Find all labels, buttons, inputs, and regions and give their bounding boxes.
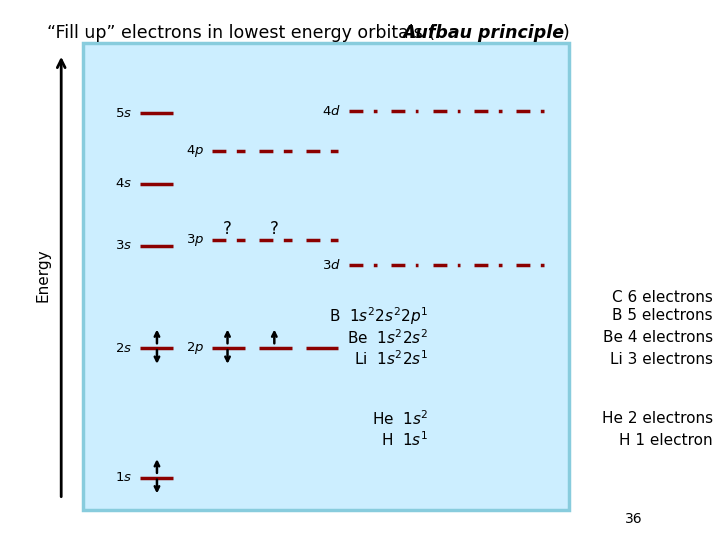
- Text: Energy: Energy: [36, 248, 50, 302]
- Text: $4s$: $4s$: [114, 177, 132, 190]
- Text: $3d$: $3d$: [322, 258, 341, 272]
- Text: $3s$: $3s$: [114, 239, 132, 252]
- Text: He  $1s^2$: He $1s^2$: [372, 409, 428, 428]
- Text: Be 4 electrons: Be 4 electrons: [603, 330, 713, 345]
- Text: H  $1s^1$: H $1s^1$: [381, 431, 428, 449]
- Text: C 6 electrons: C 6 electrons: [612, 289, 713, 305]
- Text: Be  $1s^22s^2$: Be $1s^22s^2$: [347, 328, 428, 347]
- Text: $2p$: $2p$: [186, 340, 204, 356]
- Text: He 2 electrons: He 2 electrons: [602, 411, 713, 426]
- Text: $4p$: $4p$: [186, 143, 204, 159]
- Text: Li 3 electrons: Li 3 electrons: [610, 352, 713, 367]
- Text: “Fill up” electrons in lowest energy orbitals (: “Fill up” electrons in lowest energy orb…: [47, 24, 435, 42]
- Text: B 5 electrons: B 5 electrons: [612, 308, 713, 323]
- Text: ?: ?: [223, 220, 232, 239]
- Text: Li  $1s^22s^1$: Li $1s^22s^1$: [354, 350, 428, 368]
- Text: $2s$: $2s$: [114, 342, 132, 355]
- Text: 36: 36: [625, 512, 642, 526]
- Text: Aufbau principle: Aufbau principle: [402, 24, 564, 42]
- FancyBboxPatch shape: [83, 43, 569, 510]
- Text: ?: ?: [270, 220, 279, 239]
- Text: $5s$: $5s$: [114, 107, 132, 120]
- Text: B  $1s^22s^22p^1$: B $1s^22s^22p^1$: [329, 305, 428, 327]
- Text: $3p$: $3p$: [186, 232, 204, 248]
- Text: $1s$: $1s$: [114, 471, 132, 484]
- Text: $4d$: $4d$: [322, 104, 341, 118]
- Text: H 1 electron: H 1 electron: [619, 433, 713, 448]
- Text: ): ): [563, 24, 570, 42]
